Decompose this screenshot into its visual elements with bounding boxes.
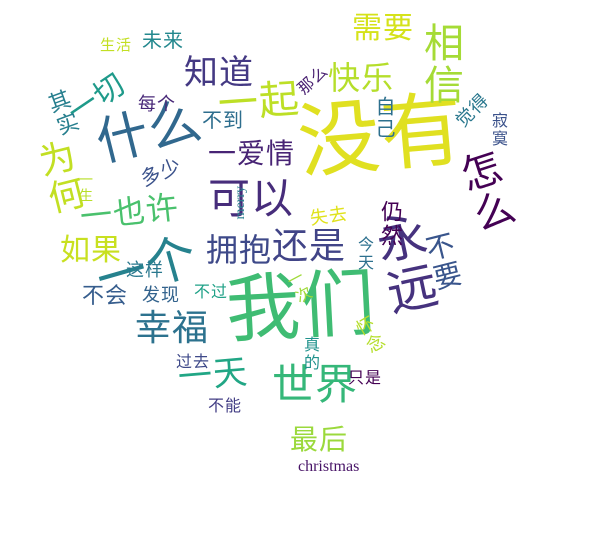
word-budao: 不到: [202, 108, 244, 132]
word-yongbao: 拥抱: [206, 231, 273, 269]
word-keyi: 可以: [208, 174, 295, 223]
word-shijie: 世界: [272, 360, 359, 409]
word-buguo: 不过: [194, 282, 229, 301]
word-buneng: 不能: [208, 396, 243, 415]
word-zuihou: 最后: [290, 423, 349, 456]
word-merry: merry: [233, 186, 248, 220]
word-ziji: 自己: [372, 96, 396, 140]
word-zheyang: 这样: [126, 260, 164, 281]
word-jintian: 今天: [355, 236, 374, 272]
word-kuaile: 快乐: [328, 59, 395, 97]
word-zhishi: 只是: [348, 368, 383, 387]
word-christmas: christmas: [298, 458, 360, 475]
word-guoqu: 过去: [176, 352, 211, 371]
word-zenme: 怎么: [449, 144, 519, 240]
word-zhidao: 知道: [184, 53, 254, 93]
word-yisheng: 一生: [77, 172, 93, 204]
word-shiqu: 失去: [308, 203, 350, 230]
word-rengran: 仍然: [377, 200, 402, 248]
word-yexu: 一也许: [78, 187, 181, 237]
word-meige: 每个: [138, 94, 176, 115]
word-name: 那么: [293, 61, 332, 99]
word-xingfu: 幸福: [135, 308, 210, 349]
word-xuyao: 需要: [352, 11, 414, 46]
word-faxian: 发现: [142, 285, 180, 306]
word-zhende: 真的: [301, 336, 320, 372]
word-jimo: 寂寞: [489, 112, 508, 148]
word-haishi: 还是: [272, 226, 347, 267]
word-ruguo: 如果: [60, 233, 122, 268]
word-huainian: 怀念: [350, 313, 389, 359]
word-weilai: 未来: [142, 28, 184, 52]
word-xiangxin: 相信: [417, 22, 463, 106]
word-aiqing: 一爱情: [208, 137, 296, 170]
word-buhui: 不会: [82, 284, 129, 309]
word-shenghuo: 生活: [100, 36, 133, 54]
